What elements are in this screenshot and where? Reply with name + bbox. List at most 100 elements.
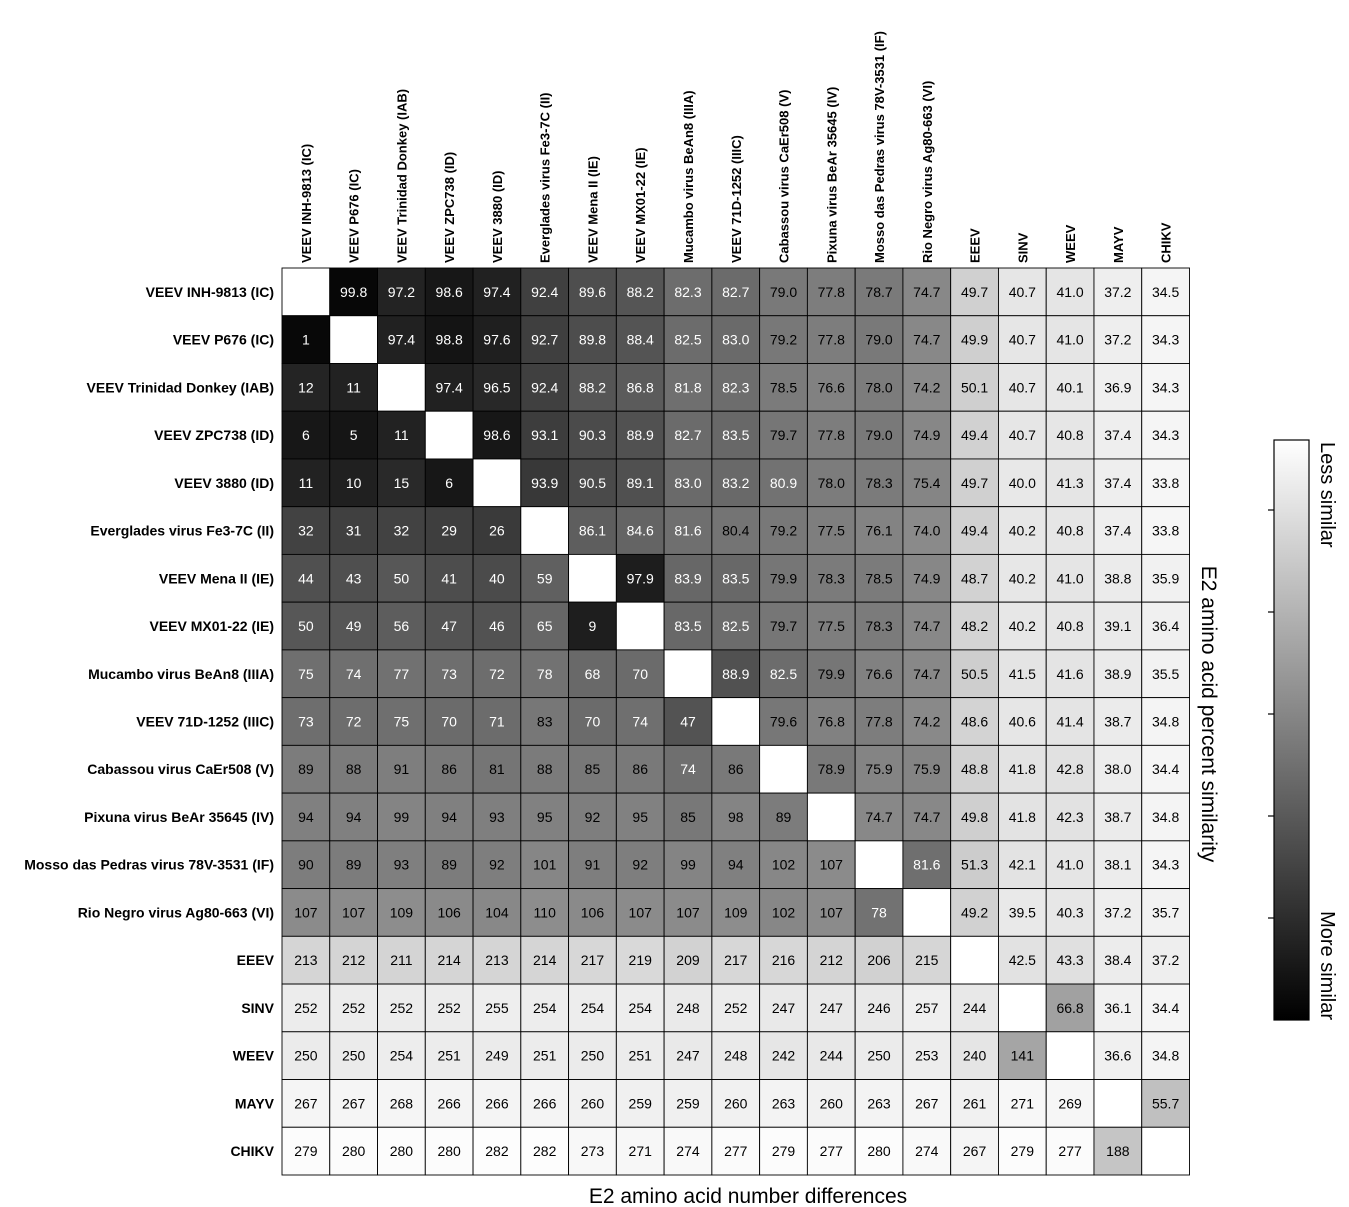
- heatmap-similarity-cell: [615, 410, 665, 460]
- heatmap-cell-value: 266: [485, 1095, 509, 1111]
- heatmap-difference-cell: [520, 1126, 570, 1176]
- heatmap-cell-value: 11: [346, 379, 361, 395]
- heatmap-cell-value: 83.5: [722, 427, 749, 443]
- heatmap-cell-value: 41.0: [1056, 570, 1083, 586]
- heatmap-similarity-cell: [1141, 649, 1190, 699]
- heatmap-similarity-cell: [520, 410, 570, 460]
- heatmap-cell-value: 75: [394, 714, 410, 730]
- heatmap-similarity-cell: [1141, 792, 1190, 842]
- heatmap-similarity-cell: [854, 363, 904, 412]
- heatmap-cell-value: 77.5: [818, 523, 845, 539]
- heatmap-cell-value: 43: [346, 570, 362, 586]
- heatmap-cell-value: 36.1: [1104, 1000, 1131, 1016]
- heatmap-cell-value: 79.7: [770, 618, 797, 634]
- heatmap-cell-value: 85: [680, 809, 696, 825]
- heatmap-similarity-cell: [615, 363, 665, 412]
- heatmap-difference-cell: [711, 1031, 761, 1080]
- heatmap-cell-value: 70: [585, 714, 601, 730]
- heatmap-cell-value: 78.9: [818, 761, 845, 777]
- heatmap-cell-value: 37.4: [1104, 475, 1131, 491]
- heatmap-cell-value: 89.1: [627, 475, 654, 491]
- heatmap-cell-value: 267: [342, 1095, 366, 1111]
- heatmap-cell-value: 106: [437, 904, 461, 920]
- heatmap-difference-cell: [377, 1031, 426, 1080]
- heatmap-difference-cell: [329, 553, 378, 603]
- heatmap-cell-value: 106: [581, 904, 605, 920]
- heatmap-similarity-cell: [1093, 888, 1143, 937]
- heatmap-similarity-cell: [759, 315, 808, 364]
- heatmap-difference-cell: [281, 315, 331, 364]
- heatmap-cell-value: 251: [629, 1048, 653, 1064]
- heatmap-difference-cell: [329, 983, 378, 1033]
- heatmap-cell-value: 48.8: [961, 761, 988, 777]
- heatmap-cell-value: 261: [963, 1095, 987, 1111]
- heatmap-difference-cell: [329, 649, 378, 699]
- heatmap-cell-value: 50.5: [961, 666, 988, 682]
- heatmap-cell-value: 89: [298, 761, 314, 777]
- heatmap-difference-cell: [424, 697, 474, 746]
- heatmap-difference-cell: [281, 1031, 331, 1080]
- colorbar-gradient: [1273, 439, 1310, 1021]
- heatmap-difference-cell: [281, 792, 331, 842]
- heatmap-diagonal-cell: [759, 744, 808, 794]
- heatmap-similarity-cell: [1093, 267, 1143, 317]
- colorbar-top-label: Less similar: [1316, 442, 1338, 548]
- heatmap-similarity-cell: [950, 363, 999, 412]
- heatmap-cell-value: 83.2: [722, 475, 749, 491]
- heatmap-cell-value: 83.0: [674, 475, 701, 491]
- heatmap-difference-cell: [615, 983, 665, 1033]
- heatmap-cell-value: 251: [533, 1048, 557, 1064]
- heatmap-cell-value: 75.9: [865, 761, 892, 777]
- column-label: CHIKV: [1159, 222, 1174, 263]
- heatmap-cell-value: 73: [441, 666, 457, 682]
- heatmap-cell-value: 99: [680, 857, 696, 873]
- heatmap-difference-cell: [759, 1079, 808, 1128]
- heatmap-cell-value: 36.9: [1104, 379, 1131, 395]
- heatmap-difference-cell: [615, 649, 665, 699]
- heatmap-difference-cell: [902, 983, 952, 1033]
- heatmap-difference-cell: [377, 840, 426, 890]
- heatmap-cell-value: 49.4: [961, 427, 988, 443]
- row-label: VEEV ZPC738 (ID): [154, 427, 274, 443]
- heatmap-cell-value: 97.4: [483, 284, 510, 300]
- heatmap-similarity-cell: [711, 315, 761, 364]
- heatmap-cells: 99.8 97.2 98.6 97.4 92.4 89.6 88.2 82.3 82.7 79.0…: [281, 267, 1190, 1176]
- heatmap-difference-cell: [281, 410, 331, 460]
- heatmap-similarity-cell: [950, 744, 999, 794]
- heatmap-cell-value: 40.1: [1056, 379, 1083, 395]
- heatmap-difference-cell: [663, 1079, 713, 1128]
- heatmap-cell-value: 104: [485, 904, 509, 920]
- heatmap-difference-cell: [377, 1126, 426, 1176]
- heatmap-similarity-cell: [1093, 601, 1143, 651]
- heatmap-cell-value: 216: [772, 952, 796, 968]
- heatmap-difference-cell: [377, 601, 426, 651]
- row-label: VEEV INH-9813 (IC): [146, 284, 274, 300]
- heatmap-similarity-cell: [759, 697, 808, 746]
- heatmap-cell-value: 250: [342, 1048, 366, 1064]
- heatmap-difference-cell: [329, 840, 378, 890]
- heatmap-cell-value: 91: [394, 761, 410, 777]
- colorbar-title: E2 amino acid percent similarity: [1197, 566, 1220, 863]
- heatmap-difference-cell: [329, 1126, 378, 1176]
- heatmap-similarity-cell: [1045, 697, 1095, 746]
- heatmap-cell-value: 9: [589, 618, 597, 634]
- heatmap-cell-value: 80.4: [722, 523, 749, 539]
- heatmap-cell-value: 90.5: [579, 475, 606, 491]
- heatmap-diagonal-cell: [568, 553, 617, 603]
- heatmap-cell-value: 188: [1106, 1143, 1130, 1159]
- heatmap-cell-value: 65: [537, 618, 553, 634]
- colorbar-ticks: [1268, 509, 1274, 919]
- heatmap-cell-value: 107: [676, 904, 700, 920]
- heatmap-similarity-cell: [1093, 649, 1143, 699]
- heatmap-cell-value: 96.5: [483, 379, 510, 395]
- heatmap-similarity-cell: [997, 506, 1047, 555]
- row-label: Pixuna virus BeAr 35645 (IV): [84, 809, 274, 825]
- heatmap-cell-value: 80.9: [770, 475, 797, 491]
- heatmap-cell-value: 90: [298, 857, 314, 873]
- heatmap-similarity-cell: [1045, 792, 1095, 842]
- heatmap-cell-value: 89: [776, 809, 792, 825]
- heatmap-similarity-cell: [997, 744, 1047, 794]
- heatmap-cell-value: 77: [394, 666, 410, 682]
- heatmap-cell-value: 79.0: [865, 332, 892, 348]
- heatmap-similarity-cell: [711, 506, 761, 555]
